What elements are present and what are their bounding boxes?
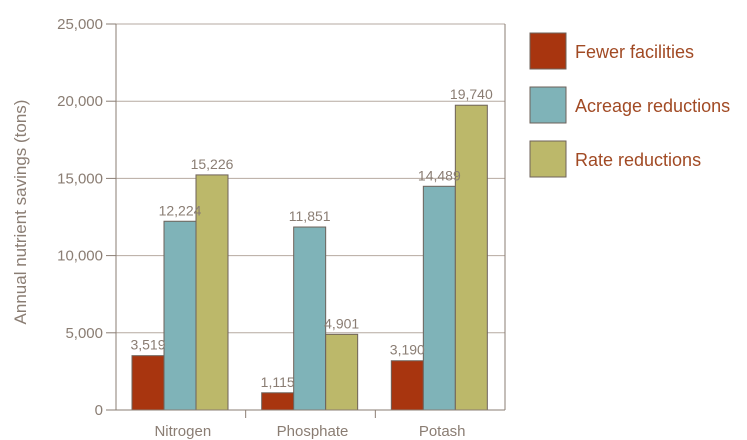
bar-phosphate-2 (293, 226, 327, 411)
data-label: 14,489 (418, 167, 461, 183)
category-label: Phosphate (277, 423, 349, 440)
y-tick-label: 15,000 (57, 170, 103, 187)
data-label: 1,115 (261, 374, 295, 390)
bars (131, 104, 488, 411)
bar-nitrogen-2 (163, 220, 197, 411)
legend-label: Acreage reductions (575, 96, 730, 116)
bar-potash-1 (390, 360, 424, 411)
x-axis-categories: Nitrogen Phosphate Potash (154, 410, 466, 440)
legend-label: Rate reductions (575, 150, 701, 170)
legend-swatch (529, 86, 567, 124)
data-label: 11,851 (289, 208, 331, 224)
bar-potash-3 (454, 104, 488, 411)
bar-potash-2 (422, 185, 456, 411)
legend: Fewer facilities Acreage reductions Rate r… (529, 32, 730, 178)
legend-swatch (529, 32, 567, 70)
y-axis-label: Annual nutrient savings (tons) (11, 100, 30, 325)
data-label: 12,224 (159, 202, 202, 218)
bar-phosphate-1 (261, 392, 295, 411)
data-label: 3,190 (390, 342, 425, 358)
data-label: 3,519 (130, 337, 165, 353)
legend-label: Fewer facilities (575, 42, 694, 62)
bar-phosphate-3 (325, 333, 359, 411)
y-tick-label: 20,000 (57, 93, 103, 110)
y-axis-ticks: 0 5,000 10,000 15,000 20,000 25,000 (57, 16, 116, 419)
y-tick-label: 0 (95, 402, 103, 419)
y-tick-label: 5,000 (65, 325, 103, 342)
y-tick-label: 25,000 (57, 16, 103, 33)
category-label: Potash (419, 423, 466, 440)
bar-nitrogen-1 (131, 355, 165, 411)
data-label: 4,901 (324, 315, 359, 331)
category-label: Nitrogen (154, 423, 211, 440)
legend-swatch (529, 140, 567, 178)
data-label: 15,226 (191, 156, 234, 172)
data-label: 19,740 (450, 86, 493, 102)
bar-nitrogen-3 (195, 174, 229, 411)
data-labels: 3,519 12,224 15,226 1,115 11,851 4,901 3,190 14… (130, 86, 492, 390)
y-tick-label: 10,000 (57, 248, 103, 265)
axes (115, 24, 506, 411)
